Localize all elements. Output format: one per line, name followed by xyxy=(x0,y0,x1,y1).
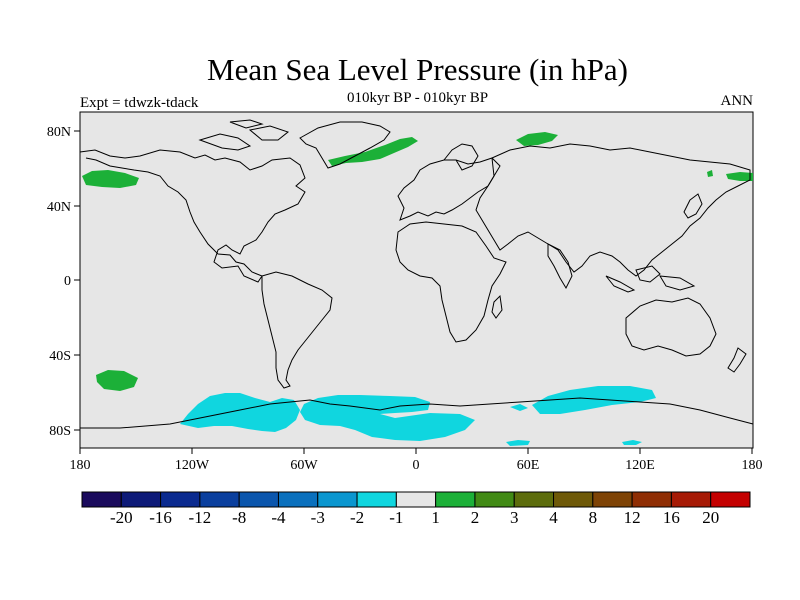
coastline-north-america xyxy=(79,149,306,283)
colorbar-labels: -20 -16 -12 -8 -4 -3 -2 -1 1 2 3 4 8 12 16 20 xyxy=(110,508,719,527)
colorbar-label: 3 xyxy=(510,508,519,527)
colorbar-label: -2 xyxy=(350,508,364,527)
colorbar-swatch xyxy=(710,491,751,508)
lat-tick-label: 80N xyxy=(47,125,71,140)
anomaly-positive-small xyxy=(707,170,713,177)
coastline-asia xyxy=(475,143,751,277)
colorbar-swatch xyxy=(199,491,240,508)
coastline-madagascar xyxy=(491,294,503,319)
anomaly-negative-antarctic-central xyxy=(300,395,475,441)
coastline-africa xyxy=(395,221,507,343)
colorbar-label: -8 xyxy=(232,508,246,527)
coastline-japan xyxy=(683,193,703,219)
coastline-south-america xyxy=(261,271,333,389)
lat-tick-label: 40S xyxy=(49,349,71,364)
coastline-australia xyxy=(625,297,717,357)
longitude-labels: 180 120W 60W 0 60E 120E 180 xyxy=(70,458,763,473)
coastlines xyxy=(79,119,754,429)
chart-subtitle: 010kyr BP - 010kyr BP xyxy=(346,90,489,106)
coastline-europe xyxy=(397,157,501,221)
coastline-india xyxy=(547,243,573,290)
anomaly-negative-antarctic-east xyxy=(532,386,656,414)
coastline-scandinavia xyxy=(442,143,479,171)
colorbar-label: -1 xyxy=(389,508,403,527)
latitude-labels: 80N 40N 0 40S 80S xyxy=(47,125,71,439)
anomaly-positive-siberia xyxy=(726,172,753,181)
coastline-greenland xyxy=(299,121,391,169)
colorbar-label: -3 xyxy=(311,508,325,527)
colorbar-label: 4 xyxy=(549,508,558,527)
anomaly-shading xyxy=(82,132,753,446)
lon-tick-label: 180 xyxy=(70,458,91,473)
colorbar-label: 12 xyxy=(624,508,641,527)
colorbar-swatch xyxy=(120,491,162,508)
coastline-southeast-asia-islands xyxy=(605,265,696,293)
colorbar-label: 16 xyxy=(663,508,680,527)
lat-tick-label: 0 xyxy=(64,274,71,289)
anomaly-negative-small-a xyxy=(506,440,530,446)
anomaly-negative-small-c xyxy=(510,404,528,411)
colorbar-label: 20 xyxy=(702,508,719,527)
colorbar-swatch xyxy=(435,491,476,508)
colorbar-swatch xyxy=(553,491,594,508)
colorbar-swatch xyxy=(317,491,358,508)
lon-tick-label: 180 xyxy=(742,458,763,473)
colorbar-label: -20 xyxy=(110,508,133,527)
season-label: ANN xyxy=(720,93,754,109)
colorbar-swatch xyxy=(670,491,712,508)
lon-tick-label: 60E xyxy=(517,458,540,473)
anomaly-negative-small-b xyxy=(622,440,642,445)
anomaly-positive-barents xyxy=(516,132,558,146)
colorbar-swatch xyxy=(356,491,397,508)
lon-tick-label: 120E xyxy=(625,458,655,473)
anomaly-positive-south-pacific xyxy=(96,370,138,391)
colorbar xyxy=(81,491,751,508)
experiment-label: Expt = tdwzk-tdack xyxy=(80,95,199,111)
colorbar-swatch xyxy=(592,491,633,508)
colorbar-label: 1 xyxy=(431,508,440,527)
colorbar-label: -16 xyxy=(149,508,172,527)
lon-tick-label: 60W xyxy=(290,458,318,473)
colorbar-swatch xyxy=(81,491,122,508)
colorbar-swatch xyxy=(631,491,672,508)
colorbar-swatch xyxy=(513,491,555,508)
colorbar-swatch xyxy=(474,491,515,508)
lon-tick-label: 0 xyxy=(413,458,420,473)
coastline-antarctica xyxy=(80,397,754,429)
axis-ticks xyxy=(74,130,753,454)
colorbar-label: -12 xyxy=(189,508,212,527)
lat-tick-label: 80S xyxy=(49,424,71,439)
colorbar-swatch xyxy=(160,491,201,508)
coastline-new-zealand xyxy=(727,347,747,373)
anomaly-negative-antarctic-west xyxy=(180,393,300,432)
coastline-arctic-islands xyxy=(198,119,290,151)
chart-title: Mean Sea Level Pressure (in hPa) xyxy=(207,52,628,87)
colorbar-label: 8 xyxy=(589,508,598,527)
lat-tick-label: 40N xyxy=(47,200,71,215)
colorbar-label: 2 xyxy=(471,508,480,527)
colorbar-label: -4 xyxy=(271,508,286,527)
lon-tick-label: 120W xyxy=(175,458,210,473)
colorbar-swatch xyxy=(238,491,279,508)
anomaly-positive-aleutian xyxy=(82,170,139,188)
colorbar-swatch xyxy=(277,491,319,508)
colorbar-swatch xyxy=(395,491,437,508)
